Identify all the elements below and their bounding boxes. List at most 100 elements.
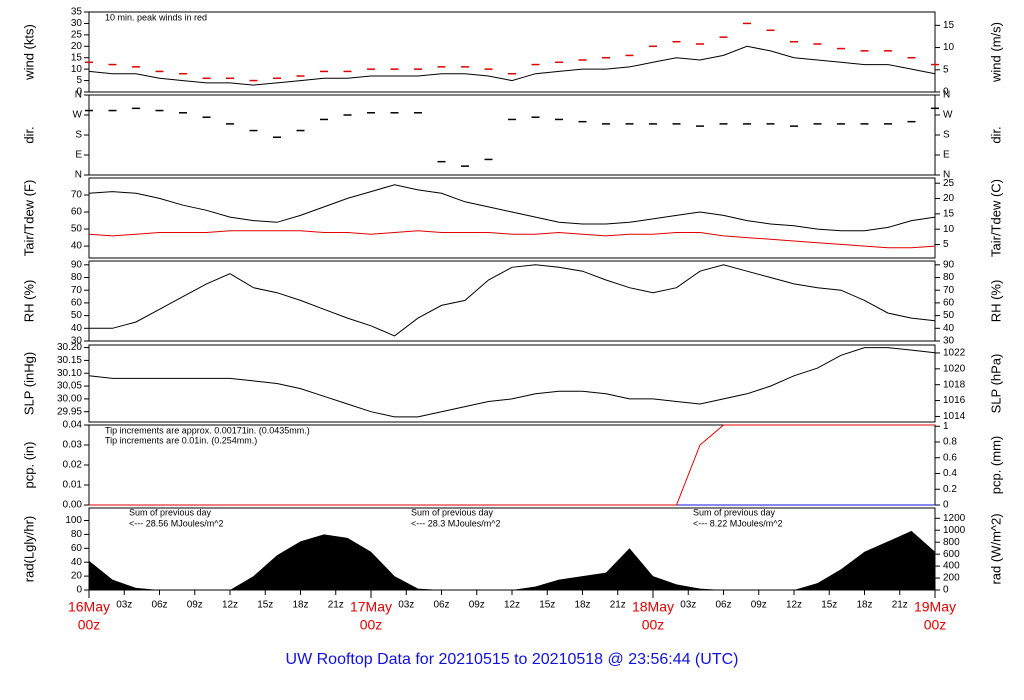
- y2-tick-label: 40: [943, 323, 955, 334]
- x-day-sublabel: 00z: [78, 617, 101, 633]
- y-tick-label: 50: [71, 310, 83, 321]
- y-axis-label: dir.: [21, 126, 36, 143]
- y2-tick-label: 10: [943, 224, 955, 235]
- y-axis-label: pcp. (in): [21, 442, 36, 489]
- panel-frame: [88, 11, 936, 93]
- y2-tick-label: 60: [943, 298, 955, 309]
- y-tick-label: 30.00: [57, 394, 82, 405]
- y-tick-label: 40: [71, 557, 83, 568]
- y-tick-label: 60: [71, 207, 83, 218]
- x-tick-label: 18z: [856, 600, 872, 611]
- x-tick-label: 09z: [469, 600, 485, 611]
- y2-tick-label: 70: [943, 285, 955, 296]
- y-tick-label: 15: [71, 52, 83, 63]
- y2-axis-label: SLP (hPa): [988, 354, 1003, 414]
- y-tick-label: N: [75, 90, 82, 101]
- y-tick-label: 90: [71, 259, 83, 270]
- y2-tick-label: E: [943, 150, 950, 161]
- x-day-sublabel: 00z: [360, 617, 383, 633]
- data-line: [89, 264, 936, 337]
- x-tick-label: 06z: [151, 600, 167, 611]
- x-tick-label: 21z: [892, 600, 908, 611]
- panel-frame: [88, 260, 936, 342]
- y-tick-label: 0.01: [63, 480, 83, 491]
- y2-tick-label: 15: [943, 20, 955, 31]
- y-axis-label: wind (kts): [21, 24, 36, 81]
- y-tick-label: 0.04: [63, 420, 83, 431]
- data-line: [88, 184, 936, 232]
- x-day-label: 18May: [632, 599, 674, 615]
- annotation: Sum of previous day: [693, 507, 776, 517]
- annotation: <--- 28.3 MJoules/m^2: [411, 518, 501, 528]
- y2-tick-label: 200: [943, 573, 960, 584]
- y2-tick-label: 15: [943, 209, 955, 220]
- y-tick-label: 0.00: [63, 500, 83, 511]
- y-tick-label: 80: [71, 529, 83, 540]
- y-tick-label: 0: [76, 87, 82, 98]
- y-tick-label: 10: [71, 64, 83, 75]
- chart-title: UW Rooftop Data for 20210515 to 20210518…: [286, 651, 739, 668]
- y2-tick-label: 0.4: [943, 468, 957, 479]
- y-tick-label: 30.20: [57, 342, 82, 353]
- x-tick-label: 15z: [821, 600, 837, 611]
- y-tick-label: 40: [71, 241, 83, 252]
- y-tick-label: 20: [71, 41, 83, 52]
- panel-frame: [88, 177, 936, 259]
- y-tick-label: 0.02: [63, 460, 83, 471]
- y-tick-label: 70: [71, 190, 83, 201]
- y2-tick-label: 10: [943, 42, 955, 53]
- y2-tick-label: 0.6: [943, 452, 957, 463]
- y-axis-label: rad(Lgly/hr): [21, 516, 36, 582]
- y-tick-label: 29.95: [57, 406, 82, 417]
- annotation: <--- 8.22 MJoules/m^2: [693, 518, 783, 528]
- y2-tick-label: 50: [943, 310, 955, 321]
- x-tick-label: 03z: [116, 600, 132, 611]
- x-tick-label: 21z: [610, 600, 626, 611]
- y2-tick-label: 80: [943, 272, 955, 283]
- y-tick-label: 30.15: [57, 355, 82, 366]
- x-day-label: 19May: [914, 599, 956, 615]
- y2-tick-label: 600: [943, 549, 960, 560]
- y-tick-label: 50: [71, 224, 83, 235]
- y2-tick-label: S: [943, 130, 950, 141]
- x-day-label: 16May: [68, 599, 110, 615]
- y2-axis-label: Tair/Tdew (C): [988, 179, 1003, 257]
- x-day-sublabel: 00z: [924, 617, 947, 633]
- x-tick-label: 03z: [398, 600, 414, 611]
- y2-tick-label: 5: [943, 64, 949, 75]
- y2-tick-label: 1: [943, 421, 949, 432]
- x-day-label: 17May: [350, 599, 392, 615]
- annotation: Sum of previous day: [129, 507, 212, 517]
- y2-axis-label: RH (%): [988, 280, 1003, 323]
- y-tick-label: 30.05: [57, 381, 82, 392]
- y2-tick-label: 1000: [943, 525, 966, 536]
- x-day-sublabel: 00z: [642, 617, 665, 633]
- x-tick-label: 12z: [222, 600, 238, 611]
- y2-tick-label: N: [943, 170, 950, 181]
- y-tick-label: 0: [76, 585, 82, 596]
- x-tick-label: 15z: [539, 600, 555, 611]
- y-tick-label: N: [75, 170, 82, 181]
- x-tick-label: 15z: [257, 600, 273, 611]
- x-tick-label: 18z: [292, 600, 308, 611]
- y2-tick-label: 5: [943, 239, 949, 250]
- data-line: [88, 45, 936, 86]
- annotation: 10 min. peak winds in red: [105, 12, 207, 22]
- y-tick-label: 40: [71, 323, 83, 334]
- y-tick-label: 30: [71, 336, 83, 347]
- y-tick-label: 60: [71, 298, 83, 309]
- panel-frame: [88, 94, 936, 176]
- y2-tick-label: 0.2: [943, 484, 957, 495]
- x-tick-label: 03z: [680, 600, 696, 611]
- data-line: [88, 230, 936, 249]
- y2-tick-label: 800: [943, 537, 960, 548]
- x-tick-label: 09z: [187, 600, 203, 611]
- y-tick-label: 30.10: [57, 368, 82, 379]
- y2-axis-label: wind (m/s): [988, 22, 1003, 83]
- y-tick-label: W: [73, 110, 83, 121]
- y2-tick-label: 20: [943, 193, 955, 204]
- y-axis-label: RH (%): [21, 280, 36, 323]
- y-tick-label: 35: [71, 7, 83, 18]
- y-tick-label: 80: [71, 272, 83, 283]
